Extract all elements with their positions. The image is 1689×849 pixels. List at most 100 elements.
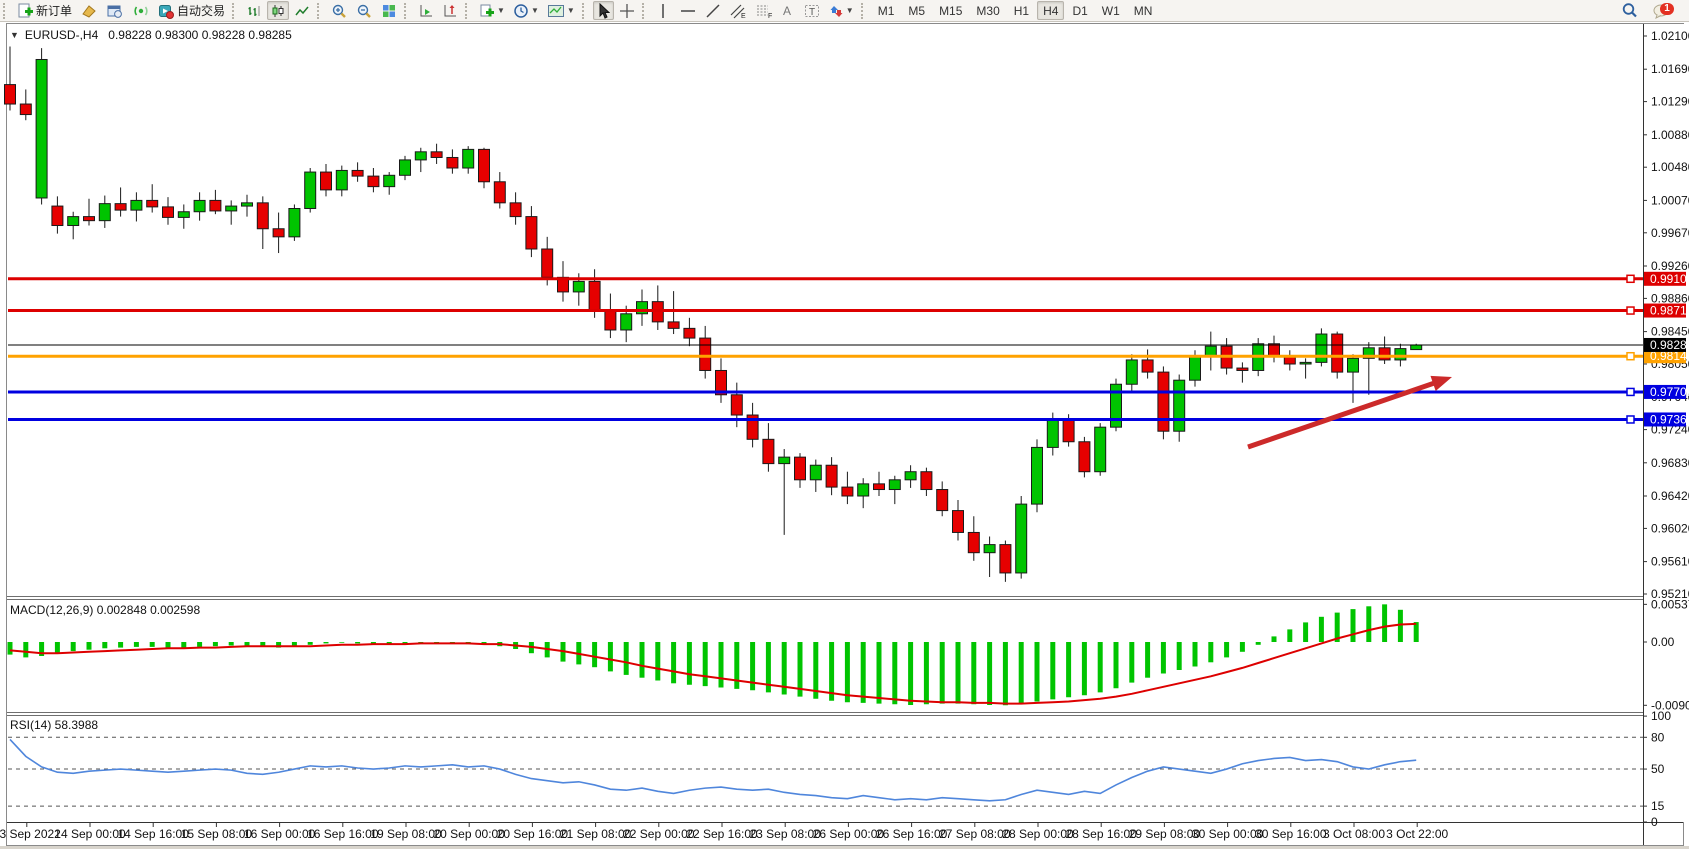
templates-button[interactable]: ▼ — [544, 1, 578, 20]
search-icon — [1622, 3, 1637, 18]
search-button[interactable] — [1618, 1, 1642, 20]
dropdown-arrow-icon: ▼ — [845, 6, 854, 15]
new-order-button[interactable]: 新订单 — [14, 1, 75, 20]
periods-button[interactable]: ▼ — [510, 1, 542, 20]
timeframe-button-H1[interactable]: H1 — [1013, 3, 1030, 18]
timeframe-button-M5[interactable]: M5 — [908, 3, 926, 18]
price-tag-0.99102: 0.99102 — [1644, 271, 1689, 286]
svg-text:80: 80 — [1651, 730, 1665, 744]
horizontal-line-0.98146[interactable] — [8, 351, 1643, 361]
timeframe-toolbar: M1 M5 M15 M30 H1 H4 D1 W1 MN — [871, 1, 1160, 20]
svg-text:23 Sep 08:00: 23 Sep 08:00 — [749, 827, 821, 841]
tile-windows-button[interactable] — [378, 1, 400, 20]
horizontal-line-icon — [680, 9, 695, 12]
text-button[interactable]: A — [778, 1, 799, 20]
horizontal-line-button[interactable] — [676, 1, 700, 20]
zoom-in-icon — [332, 4, 346, 18]
vertical-line-button[interactable] — [653, 1, 674, 20]
price-axis[interactable]: 1.02100 1.01690 1.01290 1.00880 1.00480 1.000… — [1643, 24, 1689, 845]
crosshair-button[interactable] — [616, 1, 638, 20]
horizontal-line-0.97705[interactable] — [8, 387, 1643, 397]
indicators-button[interactable]: ▼ — [476, 1, 508, 20]
main-toolbar: 新订单 自动交易 — [0, 0, 1689, 22]
new-order-label: 新订单 — [36, 4, 73, 18]
chart-symbol: EURUSD-,H4 — [24, 28, 99, 42]
equidistant-channel-button[interactable]: E — [726, 1, 750, 20]
price-tag-0.97705: 0.97705 — [1644, 384, 1689, 399]
svg-text:16 Sep 00:00: 16 Sep 00:00 — [244, 827, 316, 841]
chart-window[interactable]: 1.02100 1.01690 1.01290 1.00880 1.00480 1.000… — [0, 22, 1689, 849]
svg-text:0.98146: 0.98146 — [1650, 349, 1689, 363]
svg-text:1.00480: 1.00480 — [1651, 160, 1689, 174]
timeframe-button-M30[interactable]: M30 — [976, 3, 1000, 18]
macd-label: MACD(12,26,9) 0.002848 0.002598 — [10, 603, 201, 617]
dropdown-arrow-icon: ▼ — [530, 6, 539, 15]
text-label-button[interactable]: T — [801, 1, 823, 20]
trendline-icon — [706, 3, 720, 18]
candlestick-series — [4, 46, 1423, 582]
equidistant-channel-icon: E — [730, 4, 746, 19]
timeframe-button-D1[interactable]: D1 — [1072, 3, 1088, 18]
svg-text:15 Sep 08:00: 15 Sep 08:00 — [181, 827, 253, 841]
timeframe-button-H4[interactable]: H4 — [1037, 1, 1065, 20]
svg-text:26 Sep 00:00: 26 Sep 00:00 — [813, 827, 885, 841]
periods-clock-icon — [514, 3, 528, 18]
svg-text:30 Sep 00:00: 30 Sep 00:00 — [1192, 827, 1264, 841]
svg-text:E: E — [741, 13, 746, 19]
auto-scroll-button[interactable] — [415, 1, 437, 20]
price-tag-0.98285: 0.98285 — [1644, 337, 1689, 352]
svg-text:0.005378: 0.005378 — [1651, 597, 1689, 611]
autotrading-button[interactable]: 自动交易 — [155, 1, 228, 20]
bar-chart-icon — [248, 5, 260, 16]
fibonacci-button[interactable]: F — [752, 1, 776, 20]
bar-chart-button[interactable] — [243, 1, 265, 20]
timeframe-button-M15[interactable]: M15 — [939, 3, 963, 18]
svg-text:0.99102: 0.99102 — [1650, 272, 1689, 286]
trendline-button[interactable] — [702, 1, 724, 20]
chart-shift-button[interactable] — [439, 1, 461, 20]
indicators-icon — [480, 4, 495, 16]
svg-text:13 Sep 2022: 13 Sep 2022 — [0, 827, 61, 841]
macd-signal-line — [9, 622, 1417, 705]
toolbar-grip — [232, 2, 239, 19]
zoom-out-button[interactable] — [353, 1, 376, 20]
svg-text:22 Sep 16:00: 22 Sep 16:00 — [686, 827, 758, 841]
toolbar-grip — [317, 2, 324, 19]
svg-text:30 Sep 16:00: 30 Sep 16:00 — [1255, 827, 1327, 841]
svg-text:16 Sep 16:00: 16 Sep 16:00 — [307, 827, 379, 841]
svg-text:20 Sep 16:00: 20 Sep 16:00 — [497, 827, 569, 841]
horizontal-line-0.98710[interactable] — [8, 306, 1643, 315]
horizontal-line-0.97365[interactable] — [8, 415, 1643, 424]
community-button[interactable]: 1 — [1649, 1, 1675, 20]
chart-canvas[interactable]: 1.02100 1.01690 1.01290 1.00880 1.00480 1.000… — [0, 22, 1689, 849]
chart-dropdown-icon[interactable]: ▼ — [10, 30, 19, 40]
candlestick-chart-button[interactable] — [267, 1, 290, 20]
timeframe-button-MN[interactable]: MN — [1133, 3, 1153, 18]
trend-arrow[interactable] — [1247, 375, 1452, 450]
svg-text:0.98285: 0.98285 — [1650, 338, 1689, 352]
zoom-in-button[interactable] — [328, 1, 351, 20]
timeframe-button-W1[interactable]: W1 — [1101, 3, 1120, 18]
signals-button[interactable] — [129, 1, 153, 20]
market-watch-button[interactable] — [103, 1, 127, 20]
arrows-button[interactable]: ▼ — [825, 1, 857, 20]
price-tag-0.97365: 0.97365 — [1644, 412, 1689, 427]
svg-text:19 Sep 08:00: 19 Sep 08:00 — [370, 827, 442, 841]
profile-button[interactable] — [77, 1, 101, 20]
candlestick-icon — [272, 4, 284, 17]
profile-icon — [82, 4, 96, 18]
svg-text:1.01690: 1.01690 — [1651, 62, 1689, 76]
horizontal-line-0.99102[interactable] — [8, 274, 1643, 284]
svg-text:100: 100 — [1651, 709, 1671, 723]
cursor-button[interactable] — [592, 1, 614, 20]
svg-text:3 Oct 08:00: 3 Oct 08:00 — [1323, 827, 1385, 841]
timeframe-button-M1[interactable]: M1 — [877, 3, 895, 18]
line-chart-button[interactable] — [291, 1, 313, 20]
